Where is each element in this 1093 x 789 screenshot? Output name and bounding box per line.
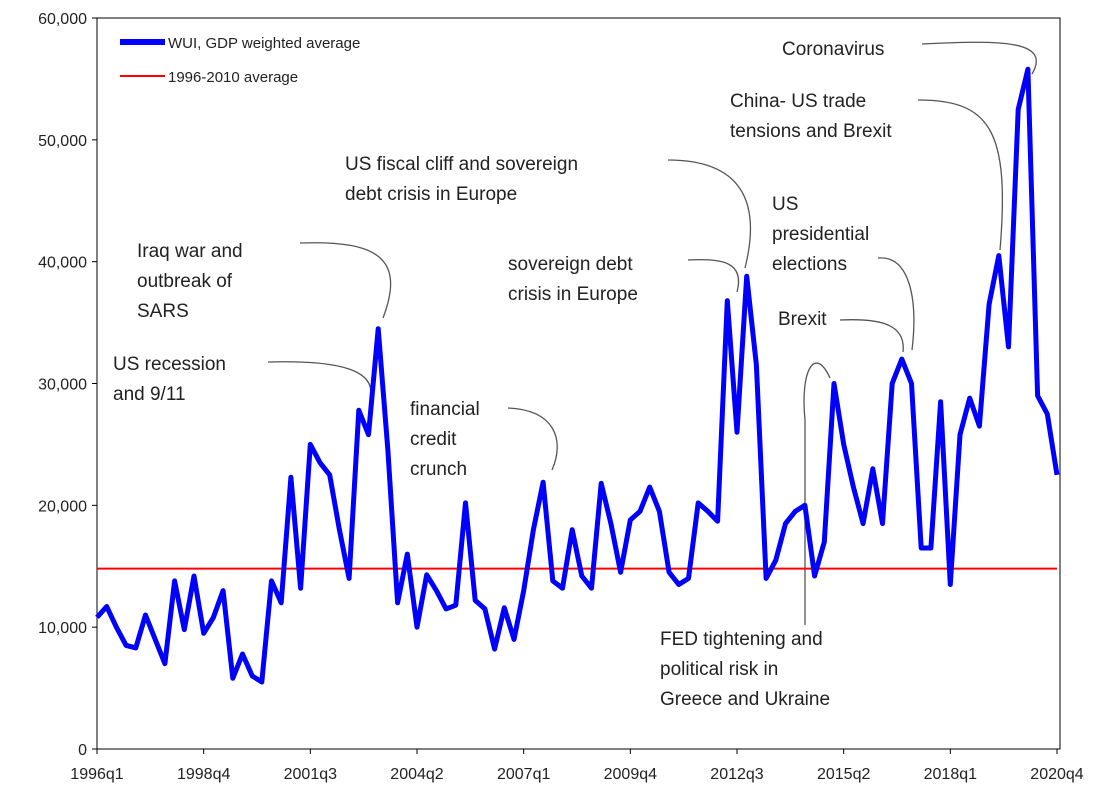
annotation: US fiscal cliff and sovereign	[345, 154, 578, 175]
x-tick-label: 1996q1	[70, 766, 123, 783]
leader-line	[267, 361, 372, 401]
x-tick-label: 2009q4	[604, 766, 657, 783]
annotation: sovereign debt	[508, 254, 633, 275]
wui-line	[95, 66, 1060, 685]
y-tick-label: 50,000	[38, 133, 87, 150]
y-tick-label: 30,000	[38, 377, 87, 394]
x-tick-label: 2018q1	[924, 766, 977, 783]
leader-line	[667, 159, 752, 269]
leader-line	[507, 407, 558, 471]
annotation: US recession	[113, 354, 226, 375]
x-tick-label: 2020q4	[1030, 766, 1083, 783]
annotation: political risk in	[660, 659, 778, 680]
leader-line	[921, 41, 1037, 75]
y-tick-label: 20,000	[38, 498, 87, 515]
x-tick-label: 2012q3	[710, 766, 763, 783]
annotation: credit	[410, 429, 457, 450]
annotation: crunch	[410, 459, 467, 480]
leader-line	[877, 257, 915, 351]
annotation: elections	[772, 254, 847, 275]
y-tick-label: 0	[78, 742, 87, 759]
x-tick-label: 2007q1	[497, 766, 550, 783]
leader-line	[687, 258, 740, 293]
x-tick-label: 2015q2	[817, 766, 870, 783]
plot-frame	[96, 17, 1061, 750]
annotation: US	[772, 194, 798, 215]
annotation: debt crisis in Europe	[345, 184, 517, 205]
annotation: presidential	[772, 224, 869, 245]
annotation: Brexit	[778, 309, 827, 330]
leader-line	[299, 242, 392, 319]
annotation: outbreak of	[137, 271, 233, 292]
annotation: China- US trade	[730, 91, 866, 112]
x-tick-label: 2004q2	[390, 766, 443, 783]
annotation: and 9/11	[113, 384, 186, 405]
y-tick-label: 10,000	[38, 620, 87, 637]
legend-label: 1996-2010 average	[168, 69, 298, 86]
leaders	[267, 41, 1037, 625]
leader-line	[839, 319, 904, 353]
leader-line	[917, 99, 1003, 251]
annotation: SARS	[137, 301, 189, 322]
annotation: financial	[410, 399, 480, 420]
legend-label: WUI, GDP weighted average	[168, 35, 360, 52]
annotation: tensions and Brexit	[730, 121, 892, 142]
y-tick-label: 40,000	[38, 255, 87, 272]
annotation: crisis in Europe	[508, 284, 638, 305]
x-tick-label: 2001q3	[284, 766, 337, 783]
annotation: Iraq war and	[137, 241, 243, 262]
leader-line	[803, 362, 831, 625]
x-tick-label: 1998q4	[177, 766, 230, 783]
y-tick-label: 60,000	[38, 11, 87, 28]
annotation: Greece and Ukraine	[660, 689, 830, 710]
annotation: FED tightening and	[660, 629, 823, 650]
annotation: Coronavirus	[782, 39, 884, 60]
